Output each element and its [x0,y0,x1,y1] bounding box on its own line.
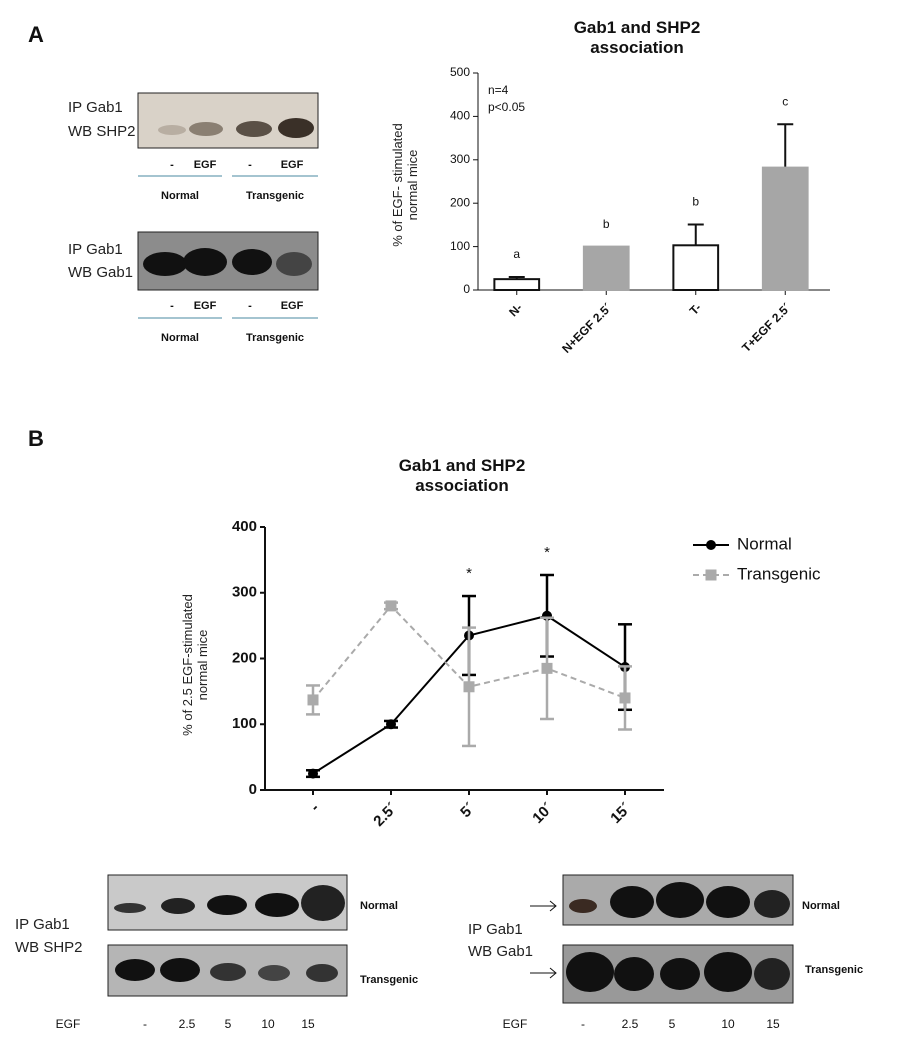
legend-label: Transgenic [737,564,821,583]
row-label: Normal [802,900,840,912]
x-tick-label: N+EGF 2.5´ [559,300,614,355]
lane-label: 15 [766,1017,780,1031]
bar [493,278,541,291]
y-tick-label: 0 [249,781,257,798]
blot-a2 [137,231,319,291]
blot-label: IP Gab1 [68,241,123,258]
blot-label: WB SHP2 [15,939,83,956]
lane-label: 5 [225,1017,232,1031]
y-tick-label: 400 [450,109,470,123]
y-tick-label: 100 [232,715,257,732]
x-tick-label: 2.5´ [370,800,400,830]
point [541,662,553,674]
blot-b-right [562,874,794,1004]
chart-title: Gab1 and SHP2 association [398,456,526,495]
lane-label: EGF [194,159,217,171]
y-axis-label: % of 2.5 EGF-stimulated normal mice [180,594,210,736]
group-label: Transgenic [246,190,304,202]
note: n=4 [488,83,509,97]
lane-label: - [143,1017,147,1031]
lane-label: 5 [669,1017,676,1031]
bar [672,244,720,292]
blot-label: WB Gab1 [68,264,133,281]
blot-label: IP Gab1 [15,916,70,933]
annotation: * [544,544,550,561]
lane-label: EGF [194,300,217,312]
annotation: b [603,217,610,231]
lane-label: - [248,159,252,171]
legend-marker [705,569,717,581]
group-label: Transgenic [246,332,304,344]
point [308,768,318,779]
lane-label: 2.5 [622,1017,639,1031]
arrow [530,900,557,979]
legend-marker [706,540,716,550]
point [619,692,631,704]
x-tick-label: 10´ [529,800,556,827]
x-tick-label: T+EGF 2.5´ [739,300,793,354]
group-label: Normal [161,190,199,202]
group-label: Normal [161,332,199,344]
y-tick-label: 200 [232,649,257,666]
point [463,681,475,693]
y-tick-label: 300 [450,152,470,166]
lane-label: - [170,300,174,312]
lane-label: - [170,159,174,171]
point [385,600,397,612]
annotation: * [466,565,472,582]
lane-label: EGF [281,300,304,312]
y-tick-label: 300 [232,584,257,601]
point [307,694,319,706]
y-tick-label: 500 [450,65,470,79]
y-tick-label: 100 [450,239,470,253]
panel-label: B [28,426,44,451]
y-tick-label: 200 [450,195,470,209]
lane-label: 2.5 [179,1017,196,1031]
panel-label: A [28,22,44,47]
blot-label: WB SHP2 [68,123,136,140]
x-tick-label: N- [506,300,525,319]
lane-label: 10 [261,1017,275,1031]
lane-label: - [581,1017,585,1031]
y-tick-label: 400 [232,518,257,535]
blot-label: WB Gab1 [468,943,533,960]
lane-label: 15 [301,1017,315,1031]
point [386,719,396,730]
blot-a1 [137,92,319,149]
annotation: b [692,195,699,209]
bar [761,166,809,291]
lane-title: EGF [503,1017,528,1031]
lane-label: 10 [721,1017,735,1031]
x-tick-label: T- [687,300,704,317]
lane-title: EGF [56,1017,81,1031]
annotation: c [782,94,788,108]
y-axis-label: % of EGF- stimulated normal mice [390,123,420,247]
bar [582,245,630,292]
chart-title: Gab1 and SHP2 association [573,18,701,57]
blot-b-left [107,874,348,997]
row-label: Normal [360,900,398,912]
note: p<0.05 [488,100,525,114]
x-tick-label: - [307,800,323,816]
blot-label: IP Gab1 [468,921,523,938]
legend-label: Normal [737,534,792,553]
x-tick-label: 5´ [457,800,478,821]
annotation: a [513,247,520,261]
y-tick-label: 0 [463,282,470,296]
blot-label: IP Gab1 [68,99,123,116]
row-label: Transgenic [360,974,418,986]
lane-label: - [248,300,252,312]
x-tick-label: 15´ [607,800,634,827]
lane-label: EGF [281,159,304,171]
row-label: Transgenic [805,964,863,976]
